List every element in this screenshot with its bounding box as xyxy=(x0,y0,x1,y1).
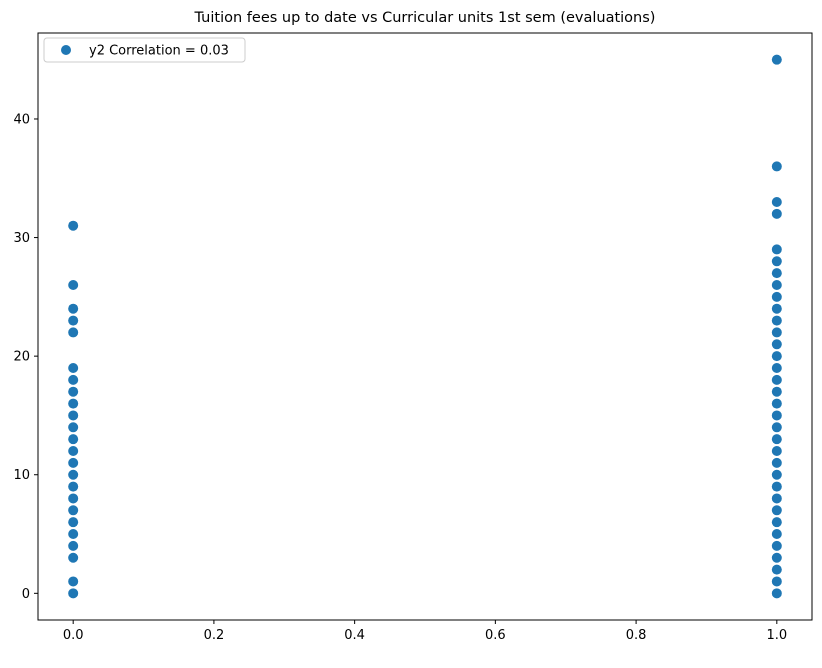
data-point xyxy=(68,434,79,445)
data-point xyxy=(68,327,79,338)
data-point xyxy=(68,517,79,528)
scatter-points xyxy=(68,54,782,599)
data-point xyxy=(771,54,782,65)
data-point xyxy=(771,505,782,516)
plot-area-frame xyxy=(37,32,813,621)
y-tick-label: 10 xyxy=(13,468,30,483)
data-point xyxy=(771,351,782,362)
data-point xyxy=(771,446,782,457)
x-axis-ticks: 0.0 0.2 0.4 0.6 0.8 1.0 xyxy=(63,620,787,643)
legend-label: y2 Correlation = 0.03 xyxy=(89,44,229,59)
data-point xyxy=(771,208,782,219)
data-point xyxy=(771,315,782,326)
data-point xyxy=(771,564,782,575)
data-point xyxy=(771,552,782,563)
data-point xyxy=(68,398,79,409)
data-point xyxy=(771,493,782,504)
data-point xyxy=(771,540,782,551)
data-point xyxy=(68,386,79,397)
data-point xyxy=(68,446,79,457)
data-point xyxy=(771,327,782,338)
y-tick-label: 40 xyxy=(13,112,30,127)
data-point xyxy=(771,244,782,255)
data-point xyxy=(68,363,79,374)
data-point xyxy=(771,410,782,421)
y-tick-label: 20 xyxy=(13,350,30,365)
data-point xyxy=(68,540,79,551)
data-point xyxy=(771,268,782,279)
data-point xyxy=(68,469,79,480)
data-point xyxy=(771,434,782,445)
data-point xyxy=(771,339,782,350)
legend: y2 Correlation = 0.03 xyxy=(43,37,246,63)
data-point xyxy=(771,481,782,492)
x-tick-label: 0.8 xyxy=(626,628,647,643)
data-point xyxy=(771,457,782,468)
data-point xyxy=(771,517,782,528)
data-point xyxy=(68,410,79,421)
legend-marker xyxy=(61,45,71,55)
data-point xyxy=(68,588,79,599)
data-point xyxy=(771,291,782,302)
y-axis-ticks: 0 10 20 30 40 xyxy=(13,112,38,602)
data-point xyxy=(68,529,79,540)
y-tick-label: 30 xyxy=(13,231,30,246)
data-point xyxy=(771,588,782,599)
data-point xyxy=(771,196,782,207)
data-point xyxy=(771,161,782,172)
data-point xyxy=(68,303,79,314)
data-point xyxy=(68,552,79,563)
data-point xyxy=(771,469,782,480)
data-point xyxy=(68,220,79,231)
data-point xyxy=(68,279,79,290)
data-point xyxy=(68,457,79,468)
data-point xyxy=(771,279,782,290)
data-point xyxy=(68,374,79,385)
x-tick-label: 0.0 xyxy=(63,628,84,643)
data-point xyxy=(68,481,79,492)
data-point xyxy=(68,493,79,504)
data-point xyxy=(771,256,782,267)
x-tick-label: 0.4 xyxy=(344,628,365,643)
x-tick-label: 0.2 xyxy=(204,628,225,643)
data-point xyxy=(771,398,782,409)
chart-title: Tuition fees up to date vs Curricular un… xyxy=(194,10,656,26)
data-point xyxy=(68,315,79,326)
data-point xyxy=(771,576,782,587)
data-point xyxy=(68,576,79,587)
data-point xyxy=(771,422,782,433)
legend-box xyxy=(43,37,246,63)
y-tick-label: 0 xyxy=(22,587,30,602)
data-point xyxy=(68,505,79,516)
data-point xyxy=(771,363,782,374)
data-point xyxy=(771,529,782,540)
x-tick-label: 1.0 xyxy=(766,628,787,643)
data-point xyxy=(771,303,782,314)
data-point xyxy=(771,374,782,385)
x-tick-label: 0.6 xyxy=(485,628,506,643)
data-point xyxy=(771,386,782,397)
data-point xyxy=(68,422,79,433)
